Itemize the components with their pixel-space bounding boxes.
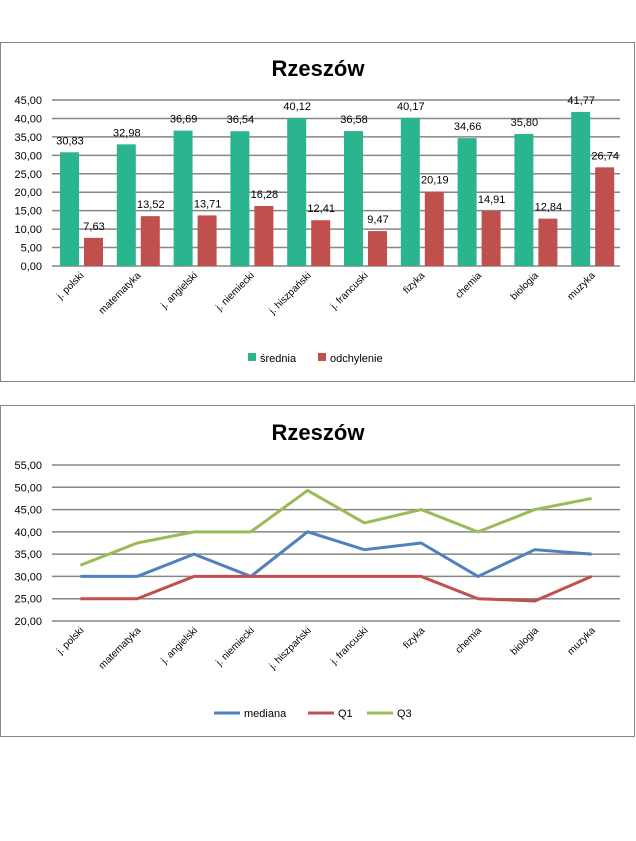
data-label: 36,58 [340, 114, 368, 126]
y-tick-label: 35,00 [14, 132, 42, 144]
y-tick-label: 5,00 [21, 243, 42, 255]
data-label: 7,63 [83, 221, 104, 233]
y-tick-label: 40,00 [14, 527, 42, 539]
data-label: 16,28 [251, 189, 279, 201]
data-label: 34,66 [454, 121, 482, 133]
x-tick-label: j. hiszpański [267, 625, 314, 672]
x-tick-label: j. angielski [159, 270, 201, 312]
data-label: 13,71 [194, 198, 222, 210]
x-tick-label: j. polski [54, 625, 86, 657]
chart-title: Rzeszów [272, 420, 366, 445]
line-chart-frame [0, 405, 635, 737]
bar-odchylenie [84, 237, 103, 266]
legend-swatch [318, 353, 326, 361]
y-tick-label: 30,00 [14, 571, 42, 583]
data-label: 26,74 [591, 150, 619, 162]
bar-średnia [571, 111, 591, 267]
y-tick-label: 10,00 [14, 224, 42, 236]
bar-średnia [116, 144, 136, 266]
bar-odchylenie [140, 216, 160, 266]
data-label: 9,47 [367, 214, 388, 226]
x-tick-label: matematyka [97, 270, 144, 317]
x-tick-label: muzyka [566, 625, 598, 657]
legend-label: odchylenie [330, 353, 383, 365]
bar-średnia [457, 138, 477, 266]
data-label: 13,52 [137, 199, 165, 211]
data-label: 12,41 [307, 203, 335, 215]
data-label: 30,83 [56, 135, 84, 147]
data-label: 36,69 [170, 114, 198, 126]
x-tick-label: biologia [509, 625, 541, 657]
bar-średnia [230, 131, 250, 266]
data-label: 40,12 [283, 101, 311, 113]
y-tick-label: 55,00 [14, 460, 42, 472]
bar-średnia [173, 130, 193, 266]
data-label: 20,19 [421, 175, 449, 187]
x-tick-label: j. hiszpański [267, 270, 314, 317]
y-tick-label: 25,00 [14, 169, 42, 181]
x-tick-label: matematyka [97, 625, 144, 672]
bar-odchylenie [311, 220, 331, 266]
y-tick-label: 25,00 [14, 594, 42, 606]
x-tick-label: j. polski [54, 270, 86, 302]
line-Q1 [80, 574, 593, 603]
y-tick-label: 45,00 [14, 95, 42, 107]
x-tick-label: j. francuski [328, 625, 370, 667]
data-label: 40,17 [397, 101, 425, 113]
x-tick-label: j. niemiecki [213, 270, 256, 313]
y-tick-label: 50,00 [14, 482, 42, 494]
bar-odchylenie [254, 205, 274, 266]
y-tick-label: 15,00 [14, 206, 42, 218]
bar-odchylenie [481, 210, 501, 266]
data-label: 41,77 [567, 95, 595, 107]
x-tick-label: fizyka [401, 270, 427, 296]
x-tick-label: chemia [454, 270, 485, 301]
y-tick-label: 35,00 [14, 549, 42, 561]
bar-odchylenie [368, 231, 387, 266]
legend-label: średnia [260, 353, 297, 365]
bar-średnia [344, 131, 363, 266]
legend-swatch [248, 353, 256, 361]
x-tick-label: fizyka [401, 625, 427, 651]
y-tick-label: 0,00 [21, 261, 42, 273]
x-tick-label: j. angielski [159, 625, 201, 667]
y-tick-label: 20,00 [14, 187, 42, 199]
data-label: 35,80 [511, 117, 539, 129]
data-label: 14,91 [478, 194, 506, 206]
data-label: 36,54 [227, 114, 255, 126]
bar-średnia [60, 152, 79, 266]
x-tick-label: chemia [454, 625, 485, 656]
bar-średnia [514, 133, 534, 266]
y-tick-label: 40,00 [14, 113, 42, 125]
data-label: 32,98 [113, 127, 141, 139]
y-tick-label: 30,00 [14, 150, 42, 162]
bar-odchylenie [424, 191, 444, 266]
bar-odchylenie [197, 215, 217, 266]
legend-label: Q3 [397, 708, 412, 720]
line-mediana [80, 530, 592, 578]
data-label: 12,84 [535, 202, 563, 214]
bar-odchylenie [538, 218, 558, 266]
legend-label: mediana [244, 708, 287, 720]
bar-średnia [287, 118, 307, 267]
x-tick-label: j. francuski [328, 270, 370, 312]
chart-title: Rzeszów [272, 56, 366, 81]
y-tick-label: 20,00 [14, 616, 42, 628]
bar-średnia [400, 117, 420, 266]
x-tick-label: muzyka [566, 270, 598, 302]
line-Q3 [79, 488, 592, 567]
legend-label: Q1 [338, 708, 353, 720]
bar-odchylenie [595, 167, 615, 266]
x-tick-label: j. niemiecki [213, 625, 256, 668]
x-tick-label: biologia [509, 270, 541, 302]
y-tick-label: 45,00 [14, 505, 42, 517]
